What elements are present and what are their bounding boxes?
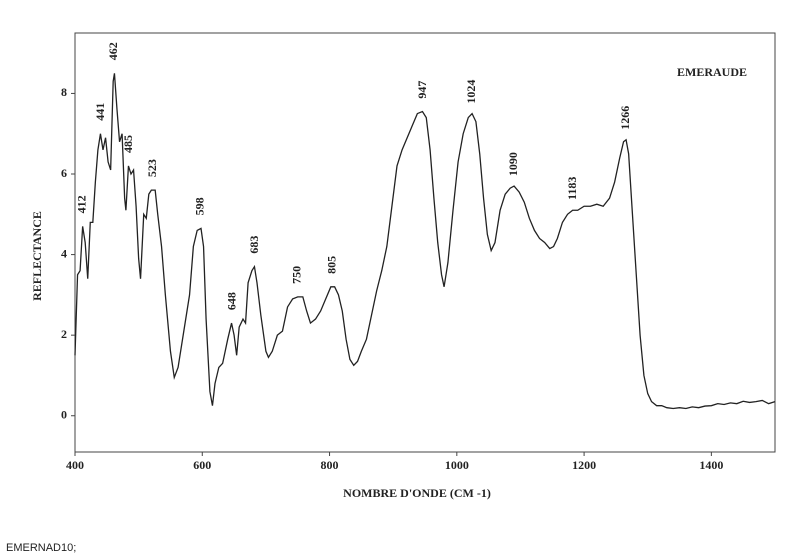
peak-label: 1266 (618, 106, 632, 130)
peak-label: 1183 (565, 177, 579, 200)
y-tick-label: 4 (61, 246, 67, 260)
x-axis-label: NOMBRE D'ONDE (CM -1) (343, 486, 491, 500)
y-tick-label: 6 (61, 166, 67, 180)
peak-label: 441 (93, 103, 107, 121)
peak-label: 947 (415, 81, 429, 99)
peak-label: 412 (74, 195, 88, 213)
x-tick-label: 1400 (699, 458, 723, 472)
peak-label: 485 (121, 135, 135, 153)
peak-label: 462 (106, 42, 120, 60)
y-tick-label: 0 (61, 407, 67, 421)
x-tick-label: 800 (321, 458, 339, 472)
footer: EMERNAD10; (6, 542, 76, 554)
x-tick-label: 1000 (445, 458, 469, 472)
peak-label: 805 (324, 256, 338, 274)
spectrum-line (74, 73, 776, 410)
peak-label: 750 (289, 266, 303, 284)
x-tick-label: 400 (66, 458, 84, 472)
peak-label: 598 (193, 197, 207, 215)
y-tick-label: 2 (61, 327, 67, 341)
peak-label: 523 (145, 159, 159, 177)
x-tick-label: 1200 (572, 458, 596, 472)
peak-label: 1024 (464, 80, 478, 104)
peak-label: 683 (247, 236, 261, 254)
chart-title: EMERAUDE (677, 65, 747, 79)
plot-frame (74, 32, 776, 453)
peak-label: 1090 (506, 152, 520, 176)
x-tick-label: 600 (193, 458, 211, 472)
peak-label: 648 (225, 292, 239, 310)
y-tick-label: 8 (61, 85, 67, 99)
y-axis-label: REFLECTANCE (30, 211, 44, 301)
